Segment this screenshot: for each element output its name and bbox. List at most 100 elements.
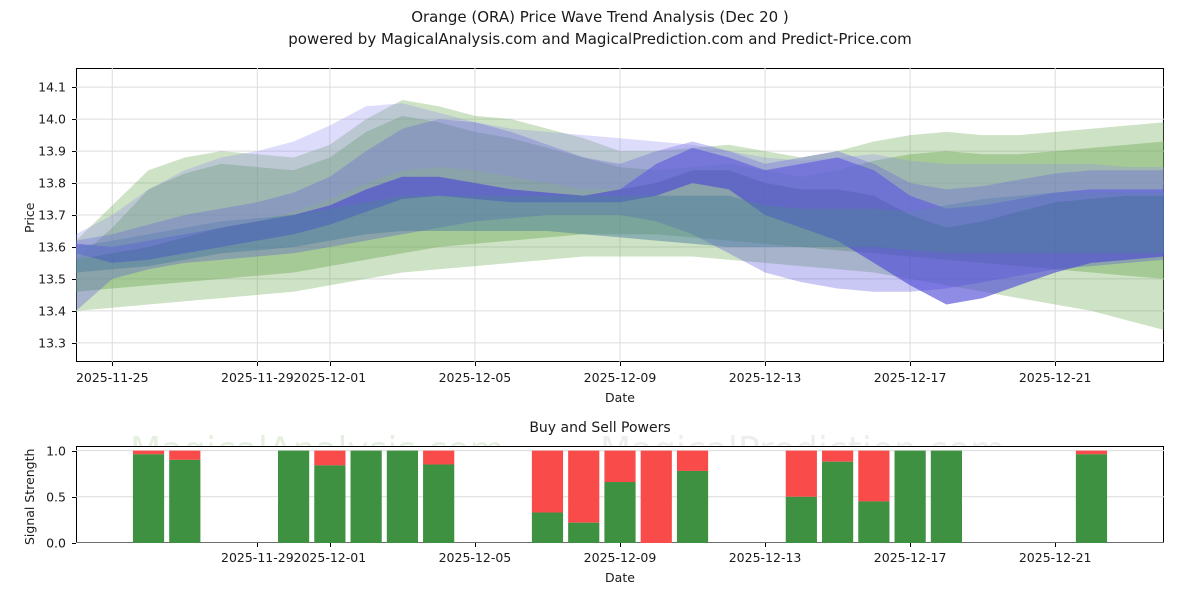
price-y-tick-label: 13.8 <box>38 175 66 191</box>
sell-power-segment <box>676 450 709 471</box>
signal-bar[interactable] <box>568 450 600 543</box>
signal-bar[interactable] <box>132 450 165 543</box>
signal-bar[interactable] <box>930 450 962 543</box>
price-y-tick-mark <box>72 119 76 121</box>
signal-bar[interactable] <box>278 450 310 543</box>
price-x-tick-label: 2025-12-21 <box>1018 370 1092 385</box>
signal-x-tick-label: 2025-12-01 <box>293 550 367 565</box>
price-x-tick-mark <box>620 362 621 366</box>
price-y-tick-label: 13.4 <box>38 303 66 319</box>
price-x-tick-label: 2025-11-25 <box>75 370 149 385</box>
signal-bar[interactable] <box>531 450 564 543</box>
signal-x-tick-label: 2025-12-09 <box>583 550 657 565</box>
price-y-tick-mark <box>72 151 76 153</box>
buy-power-segment <box>930 450 962 543</box>
signal-bar[interactable] <box>822 450 854 543</box>
buy-power-segment <box>386 450 418 543</box>
signal-x-tick-label: 2025-12-13 <box>728 550 802 565</box>
price-x-tick-label: 2025-12-17 <box>873 370 947 385</box>
sell-power-segment <box>822 450 854 462</box>
signal-x-tick-mark <box>1055 543 1057 547</box>
price-band-teal-overlap-band <box>76 192 1164 273</box>
price-x-tick-mark <box>910 362 912 366</box>
price-y-tick-mark <box>72 310 76 312</box>
price-band-light-lavender-band <box>76 103 1164 260</box>
signal-bar[interactable] <box>386 450 418 543</box>
sell-power-segment <box>314 450 346 466</box>
price-y-tick-label: 13.9 <box>38 143 66 159</box>
signal-x-tick-mark <box>474 543 476 547</box>
signal-bar[interactable] <box>1075 450 1108 543</box>
buy-power-segment <box>1075 454 1108 543</box>
price-x-tick-mark <box>329 362 331 366</box>
signal-y-tick-label: 1.0 <box>46 443 66 459</box>
price-x-tick-label: 2025-11-29 <box>221 370 294 385</box>
price-x-tick-label: 2025-12-05 <box>438 370 512 385</box>
signal-y-tick-mark <box>72 543 76 544</box>
signal-bar[interactable] <box>350 450 382 543</box>
signal-y-tick-label: 0.5 <box>46 489 66 505</box>
signal-bar[interactable] <box>640 450 672 543</box>
signal-bar[interactable] <box>858 450 890 543</box>
price-y-tick-mark <box>72 87 76 89</box>
price-x-tick-mark <box>112 362 114 366</box>
price-x-tick-label: 2025-12-13 <box>728 370 802 385</box>
buy-power-segment <box>858 501 890 543</box>
price-y-tick-label: 14.0 <box>38 111 66 127</box>
price-chart-x-axis-label: Date <box>605 390 635 405</box>
buy-power-segment <box>785 496 817 543</box>
price-x-tick-mark <box>257 362 259 366</box>
page-subtitle: powered by MagicalAnalysis.com and Magic… <box>288 30 912 48</box>
price-x-tick-label: 2025-12-01 <box>293 370 367 385</box>
signal-y-tick-mark <box>72 450 76 452</box>
price-y-tick-label: 13.7 <box>38 207 66 223</box>
signal-bar[interactable] <box>894 450 926 543</box>
sell-power-segment <box>1075 450 1108 455</box>
sell-power-segment <box>531 450 564 513</box>
sell-power-segment <box>785 450 817 497</box>
buy-power-segment <box>132 454 165 543</box>
sell-power-segment <box>858 450 890 502</box>
price-y-tick-mark <box>72 215 76 216</box>
signal-y-tick-mark <box>72 496 76 498</box>
signal-x-tick-label: 2025-12-05 <box>438 550 512 565</box>
buy-power-segment <box>423 464 455 543</box>
signal-bar[interactable] <box>676 450 709 543</box>
price-y-tick-mark <box>72 246 76 248</box>
sell-power-segment <box>132 450 165 455</box>
price-band-blue-core-band <box>76 147 1164 305</box>
signal-bar[interactable] <box>314 450 346 543</box>
buy-power-segment <box>604 482 636 543</box>
signal-bar[interactable] <box>423 450 455 543</box>
signal-bar[interactable] <box>604 450 636 543</box>
signal-bar[interactable] <box>169 450 201 543</box>
buy-power-segment <box>894 450 926 543</box>
price-y-tick-label: 13.3 <box>38 335 66 351</box>
signal-x-tick-mark <box>910 543 912 547</box>
sell-power-segment <box>604 450 636 483</box>
buy-power-segment <box>278 450 310 543</box>
signal-chart-x-axis-label: Date <box>605 570 635 585</box>
price-wave-bands <box>76 68 1164 362</box>
buy-power-segment <box>568 522 600 543</box>
buy-power-segment <box>822 461 854 543</box>
signal-x-tick-mark <box>257 543 259 547</box>
price-y-tick-mark <box>72 183 76 185</box>
signal-chart-title: Buy and Sell Powers <box>529 420 671 436</box>
buy-power-segment <box>676 470 709 543</box>
price-x-tick-mark <box>1055 362 1057 366</box>
buy-power-segment <box>169 459 201 543</box>
sell-power-segment <box>423 450 455 465</box>
price-x-tick-mark <box>474 362 476 366</box>
price-y-tick-label: 14.1 <box>38 79 66 95</box>
buy-power-segment <box>350 450 382 543</box>
price-y-tick-label: 13.6 <box>38 239 66 255</box>
buy-power-segment <box>531 512 564 543</box>
price-x-tick-label: 2025-12-09 <box>583 370 657 385</box>
signal-bar[interactable] <box>785 450 817 543</box>
sell-power-segment <box>640 450 672 543</box>
sell-power-segment <box>568 450 600 523</box>
signal-x-tick-mark <box>329 543 331 547</box>
buy-power-segment <box>314 465 346 543</box>
signal-y-tick-label: 0.0 <box>46 535 66 551</box>
